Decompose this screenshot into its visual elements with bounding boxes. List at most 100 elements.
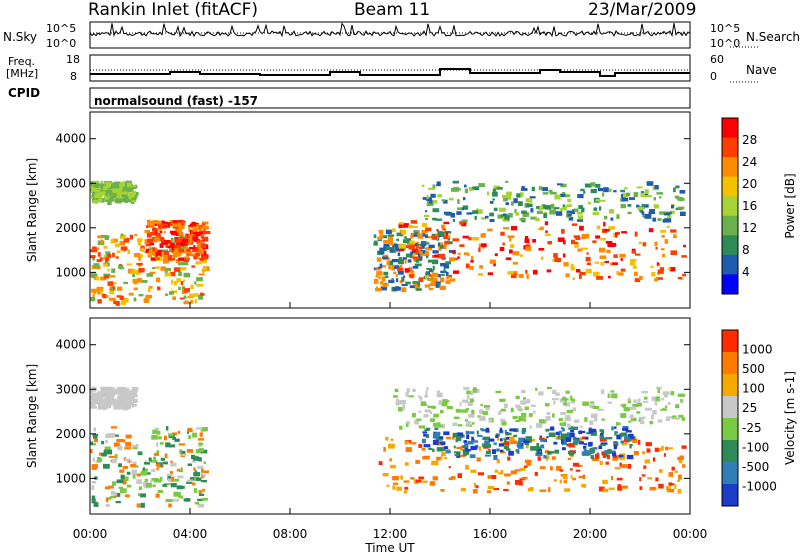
power-echo-cell <box>100 239 104 245</box>
velocity-echo-cell <box>513 434 517 438</box>
velocity-echo-cell <box>563 400 567 406</box>
power-echo-cell <box>550 203 555 209</box>
velocity-echo-cell <box>437 390 440 393</box>
velocity-echo-cell <box>581 436 587 440</box>
velocity-echo-cell <box>573 439 580 443</box>
power-echo-cell <box>633 192 639 197</box>
power-echo-cell <box>183 301 190 305</box>
velocity-echo-cell <box>106 397 111 401</box>
power-echo-cell <box>600 262 605 266</box>
power-echo-cell <box>462 197 466 201</box>
power-echo-cell <box>631 250 636 254</box>
ytick-label: 1000 <box>55 471 86 485</box>
velocity-echo-cell <box>588 441 593 446</box>
velocity-echo-cell <box>658 448 664 451</box>
power-echo-cell <box>97 299 102 304</box>
velocity-echo-cell <box>589 404 596 409</box>
velocity-echo-cell <box>515 480 522 485</box>
power-echo-cell <box>93 263 100 268</box>
velocity-echo-cell <box>629 406 637 410</box>
power-echo-cell <box>386 261 390 266</box>
power-echo-cell <box>169 230 177 234</box>
power-echo-cell <box>607 243 615 248</box>
velocity-echo-cell <box>590 401 595 404</box>
power-echo-cell <box>505 257 512 261</box>
colorbar-tick-label: 4 <box>742 265 750 279</box>
velocity-echo-cell <box>658 469 663 473</box>
power-echo-cell <box>646 181 654 186</box>
velocity-echo-cell <box>128 405 132 409</box>
power-echo-cell <box>93 182 99 188</box>
velocity-echo-cell <box>614 467 621 470</box>
velocity-echo-cell <box>680 399 683 402</box>
power-echo-cell <box>102 294 107 299</box>
power-echo-cell <box>182 286 186 290</box>
nave-tick-top: 60 <box>710 53 724 66</box>
power-echo-cell <box>157 286 161 291</box>
power-echo-cell <box>667 267 671 270</box>
power-echo-cell <box>120 246 128 251</box>
power-echo-cell <box>563 262 569 267</box>
velocity-echo-cell <box>416 418 422 421</box>
xtick-label: 04:00 <box>173 527 208 541</box>
velocity-echo-cell <box>632 438 638 443</box>
velocity-echo-cell <box>600 429 605 434</box>
power-echo-cell <box>660 230 667 233</box>
power-echo-cell <box>570 266 575 271</box>
power-echo-cell <box>431 272 439 277</box>
power-echo-cell <box>507 195 512 200</box>
power-echo-cell <box>462 235 469 239</box>
velocity-echo-cell <box>559 469 564 472</box>
power-echo-cell <box>570 263 574 267</box>
power-echo-cell <box>509 244 515 248</box>
velocity-echo-cell <box>474 482 476 488</box>
velocity-echo-cell <box>581 430 586 433</box>
velocity-echo-cell <box>131 394 138 398</box>
colorbar-swatch <box>722 118 738 139</box>
power-echo-cell <box>153 223 157 226</box>
power-echo-cell <box>489 212 494 217</box>
velocity-echo-cell <box>434 427 439 430</box>
velocity-echo-cell <box>509 428 517 432</box>
power-echo-cell <box>536 206 539 209</box>
velocity-echo-cell <box>462 445 469 449</box>
velocity-echo-cell <box>583 484 587 488</box>
power-echo-cell <box>492 198 495 201</box>
velocity-echo-cell <box>616 434 621 440</box>
power-echo-cell <box>499 207 506 212</box>
velocity-echo-cell <box>109 387 114 392</box>
power-echo-cell <box>425 218 428 220</box>
power-echo-cell <box>178 261 184 266</box>
velocity-echo-cell <box>500 438 503 442</box>
power-echo-cell <box>610 217 614 221</box>
velocity-echo-cell <box>617 484 622 487</box>
velocity-echo-cell <box>96 392 103 396</box>
colorbar-swatch <box>722 462 738 485</box>
velocity-echo-cell <box>526 462 531 466</box>
velocity-echo-cell <box>500 408 506 412</box>
velocity-echo-cell <box>173 491 180 497</box>
velocity-echo-cell <box>480 428 484 431</box>
power-echo-cell <box>104 185 110 189</box>
velocity-echo-cell <box>613 445 616 450</box>
power-echo-cell <box>121 297 129 303</box>
velocity-echo-cell <box>491 475 497 479</box>
power-echo-cell <box>511 226 518 231</box>
velocity-echo-cell <box>119 469 125 473</box>
power-echo-cell <box>188 240 192 244</box>
velocity-echo-cell <box>145 468 148 471</box>
power-echo-cell <box>422 233 426 237</box>
power-echo-cell <box>123 281 128 285</box>
velocity-echo-cell <box>171 432 177 436</box>
power-panel <box>89 111 691 309</box>
colorbar-frame <box>721 329 739 507</box>
power-echo-cell <box>554 194 561 200</box>
velocity-echo-cell <box>668 482 672 486</box>
colorbar-swatch <box>722 330 738 353</box>
power-echo-cell <box>146 273 154 277</box>
power-echo-cell <box>443 211 451 215</box>
velocity-echo-cell <box>114 493 117 498</box>
power-echo-cell <box>137 238 143 242</box>
velocity-echo-cell <box>592 428 597 433</box>
velocity-echo-cell <box>510 440 517 444</box>
